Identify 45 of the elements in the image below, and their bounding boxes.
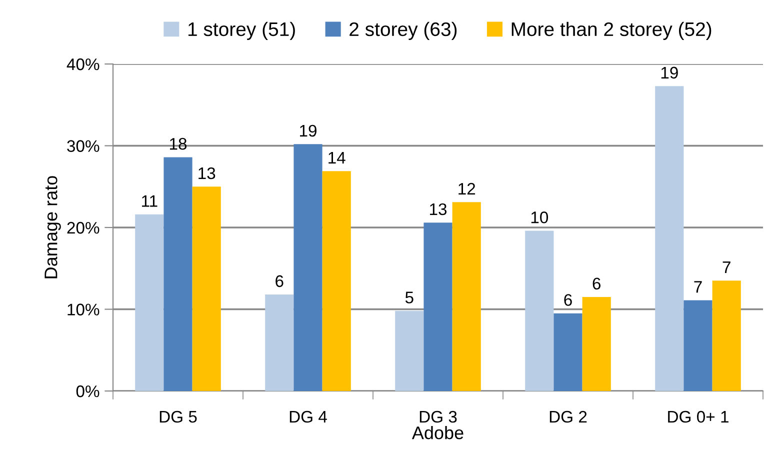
x-tick-label: DG 0+ 1 xyxy=(668,410,728,423)
bar xyxy=(655,86,684,391)
legend-label: 1 storey (51) xyxy=(188,22,295,40)
bar xyxy=(684,300,712,391)
x-axis-title: Adobe xyxy=(412,426,464,440)
bar xyxy=(192,186,221,391)
annotation: 6 xyxy=(564,294,572,306)
annotation: 14 xyxy=(328,152,346,164)
bar xyxy=(525,230,554,391)
bar xyxy=(712,280,741,391)
annotation: 6 xyxy=(276,275,284,288)
annotation: 11 xyxy=(142,195,158,207)
annotation: 7 xyxy=(694,281,702,293)
bar xyxy=(265,294,294,391)
annotation: 7 xyxy=(722,262,730,274)
legend-label: More than 2 storey (52) xyxy=(512,22,712,40)
bar xyxy=(582,296,611,391)
annotation: 12 xyxy=(458,182,476,195)
y-tick-label: 10% xyxy=(68,304,100,316)
annotation: 10 xyxy=(531,212,548,224)
legend-label: 2 storey (63) xyxy=(350,22,457,40)
bar xyxy=(395,310,424,391)
x-tick-label: DG 3 xyxy=(420,410,457,423)
x-tick-label: DG 2 xyxy=(550,410,587,423)
bar xyxy=(554,313,582,391)
y-axis-title: Damage rato xyxy=(44,176,61,278)
bar xyxy=(294,144,322,391)
annotation: 6 xyxy=(592,278,600,290)
annotation: 13 xyxy=(430,203,447,216)
bar xyxy=(164,157,192,391)
x-tick-label: DG 5 xyxy=(160,410,197,423)
y-tick-label: 40% xyxy=(66,58,100,70)
annotation: 19 xyxy=(300,124,316,137)
y-tick-label: 30% xyxy=(67,140,100,152)
bar xyxy=(135,214,164,391)
y-tick-label: 20% xyxy=(67,222,100,234)
annotation: 19 xyxy=(661,66,678,79)
annotation: 13 xyxy=(198,167,216,180)
x-tick-label: DG 4 xyxy=(290,410,327,423)
bar xyxy=(322,171,351,391)
annotation: 18 xyxy=(170,138,187,150)
bar xyxy=(452,202,481,391)
annotation: 5 xyxy=(405,292,414,304)
bar xyxy=(424,222,452,391)
y-tick-label: 0% xyxy=(76,385,100,398)
